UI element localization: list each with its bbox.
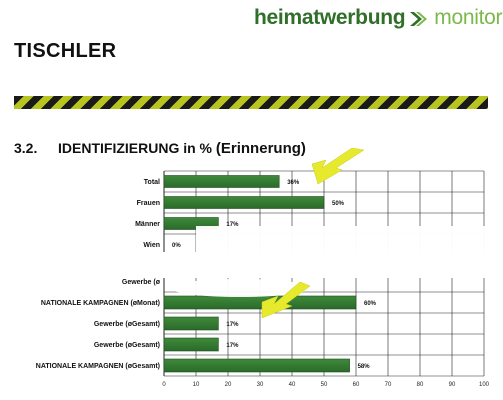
page-title: TISCHLER xyxy=(14,40,117,62)
chart1-category-label: Total xyxy=(144,179,160,186)
brand-name-part2: monitor xyxy=(434,6,503,29)
chart2-bar xyxy=(163,337,219,352)
chart2-tick-label: 80 xyxy=(417,382,424,388)
chart2-tick-label: 70 xyxy=(385,382,392,388)
chart2-value-label: 60% xyxy=(364,301,377,307)
chart2-tick-label: 0 xyxy=(162,382,166,388)
brand-logo: heimatwerbung monitor xyxy=(254,6,503,30)
chart2-category-label: Gewerbe (øGesamt) xyxy=(94,342,160,349)
chart2-tick-label: 40 xyxy=(289,382,296,388)
chart2-tick-label: 10 xyxy=(193,382,200,388)
chart2-category-label: Gewerbe (øGesamt) xyxy=(94,321,160,328)
chart2-tick-label: 20 xyxy=(225,382,232,388)
chart1-value-label: 36% xyxy=(287,180,300,186)
hazard-stripe-divider xyxy=(14,96,488,109)
section-number: 3.2. xyxy=(14,140,38,156)
chart2-category-label: NATIONALE KAMPAGNEN (øMonat) xyxy=(41,300,160,307)
chevron-right-icon xyxy=(410,12,428,26)
chart2-value-label: 17% xyxy=(226,343,239,349)
chart2-category-label: NATIONALE KAMPAGNEN (øGesamt) xyxy=(36,363,160,370)
section-title: IDENTIFIZIERUNG in % xyxy=(58,140,212,156)
chart2-tick-label: 90 xyxy=(449,382,456,388)
chart-identifizierung-kampagnen: Gewerbe (ø NATIONALE KAMPAGNEN (øMonat) 60… xyxy=(36,270,490,388)
chart2-bar xyxy=(163,295,357,310)
chart1-value-label: 17% xyxy=(226,222,239,228)
chart2-tick-label: 30 xyxy=(257,382,264,388)
chart2-tick-label: 60 xyxy=(353,382,360,388)
section-heading: 3.2. IDENTIFIZIERUNG in % (Erinnerung) xyxy=(14,140,306,157)
brand-name-part1: heimatwerbung xyxy=(254,6,406,29)
section-subtitle: (Erinnerung) xyxy=(215,140,306,157)
highlight-arrow-icon xyxy=(261,281,311,319)
highlight-arrow-icon xyxy=(311,147,365,185)
chart2-category-label: Gewerbe (ø xyxy=(122,279,161,286)
scan-mask xyxy=(150,252,496,278)
chart1-bar xyxy=(163,175,280,188)
chart2-tick-label: 50 xyxy=(321,382,328,388)
chart2-bar xyxy=(163,358,350,373)
chart1-category-label: Wien xyxy=(143,242,160,249)
scan-mask xyxy=(196,226,496,256)
scan-mask xyxy=(170,279,310,297)
chart2-value-label: 58% xyxy=(358,364,371,370)
annotation-layer xyxy=(150,147,496,319)
chart1-value-label: 50% xyxy=(332,201,345,207)
chart1-value-label: 0% xyxy=(172,243,181,249)
chart2-value-label: 17% xyxy=(226,322,239,328)
chart2-bar xyxy=(163,316,219,331)
chart1-category-label: Frauen xyxy=(137,200,160,207)
chart1-category-label: Männer xyxy=(135,221,160,228)
chart1-bar xyxy=(163,196,325,209)
chart2-tick-label: 100 xyxy=(479,382,490,388)
